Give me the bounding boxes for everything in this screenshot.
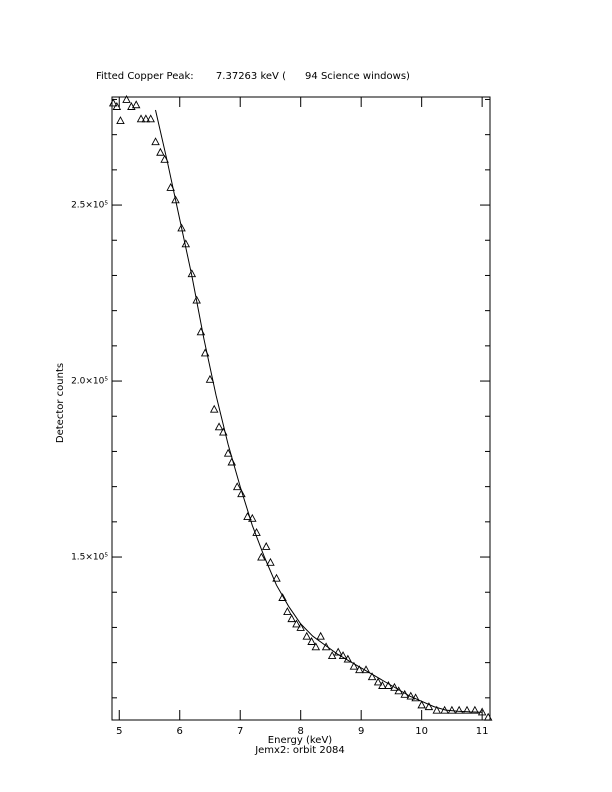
data-point <box>108 98 118 107</box>
data-point <box>131 100 141 109</box>
x-tick-label: 6 <box>177 726 183 737</box>
data-point <box>232 482 242 491</box>
data-point <box>177 223 186 232</box>
data-point <box>283 607 292 616</box>
data-point <box>116 116 125 125</box>
data-point <box>378 681 387 689</box>
data-point <box>112 102 122 110</box>
data-point <box>214 422 224 431</box>
data-point <box>454 705 464 714</box>
y-tick-label: 2.5×10⁵ <box>71 201 108 211</box>
x-tick-label: 5 <box>116 726 122 737</box>
data-point <box>136 114 146 123</box>
data-point <box>209 404 219 413</box>
data-point <box>483 712 493 721</box>
data-point <box>261 542 271 550</box>
data-point <box>156 147 165 156</box>
data-point <box>477 707 487 716</box>
data-point <box>287 614 296 623</box>
data-point <box>462 705 472 714</box>
data-point <box>447 705 457 714</box>
data-point <box>373 677 383 686</box>
x-tick-label: 11 <box>476 726 489 737</box>
x-tick-label: 8 <box>298 726 304 737</box>
data-point <box>122 95 131 103</box>
fit-line <box>155 109 483 713</box>
y-axis-label: Detector counts <box>55 363 66 443</box>
data-point <box>278 593 287 601</box>
data-point <box>272 573 281 582</box>
data-point <box>307 637 316 645</box>
data-point <box>292 619 301 628</box>
data-point <box>327 651 337 660</box>
chart-title: Fitted Copper Peak: 7.37263 keV ( 94 Sci… <box>96 71 410 82</box>
data-point <box>367 672 377 681</box>
data-point <box>316 631 325 640</box>
data-point <box>390 682 399 691</box>
subtitle: Jemx2: orbit 2084 <box>254 745 345 756</box>
data-point <box>470 705 480 714</box>
data-point <box>205 374 215 383</box>
y-tick-label: 1.5×10⁵ <box>71 553 108 563</box>
data-point <box>338 651 348 660</box>
data-point <box>417 700 426 709</box>
y-tick-label: 2.0×10⁵ <box>71 377 108 387</box>
data-point <box>223 448 233 457</box>
data-point <box>248 513 257 522</box>
x-tick-label: 9 <box>358 726 364 737</box>
data-point <box>151 137 160 146</box>
data-point <box>171 195 180 204</box>
data-point <box>349 661 359 670</box>
data-point <box>311 642 321 651</box>
x-tick-label: 10 <box>415 726 428 737</box>
data-point <box>302 631 311 640</box>
data-point <box>146 114 155 123</box>
data-point <box>355 665 364 674</box>
data-point <box>266 557 275 566</box>
data-point <box>141 114 151 123</box>
data-point <box>296 622 305 631</box>
data-point <box>432 705 442 714</box>
x-tick-label: 7 <box>237 726 243 737</box>
data-point <box>424 702 434 711</box>
data-point <box>257 552 266 561</box>
data-point <box>237 489 246 498</box>
x-axis-label: Energy (keV) <box>268 735 333 746</box>
